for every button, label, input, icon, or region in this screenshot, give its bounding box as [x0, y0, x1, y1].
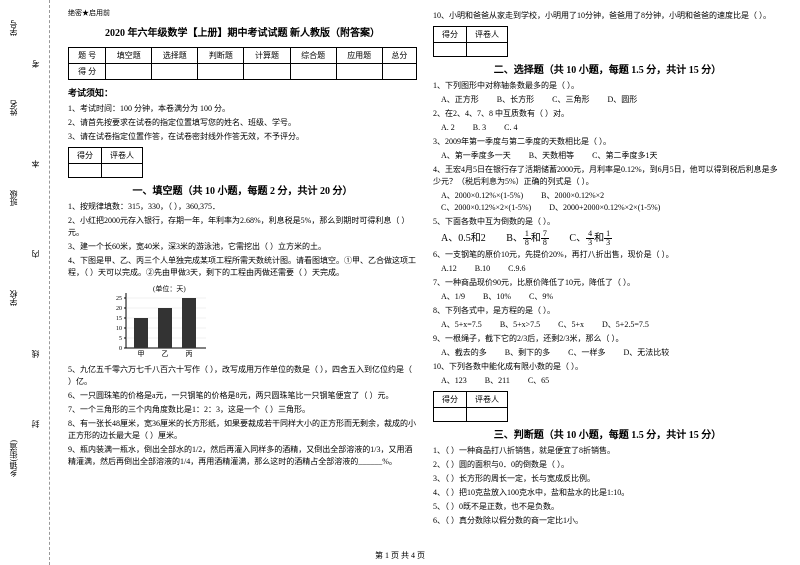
notice-item: 2、请首先按要求在试卷的指定位置填写您的姓名、班级、学号。: [68, 117, 417, 128]
s3q5: 5、（ ）0既不是正数，也不是负数。: [433, 501, 782, 513]
notice-item: 3、请在试卷指定位置作答，在试卷密封线外作答无效，不予评分。: [68, 131, 417, 142]
table-row: 题 号 填空题 选择题 判断题 计算题 综合题 应用题 总分: [69, 48, 417, 64]
grade-box: 得分评卷人: [68, 147, 143, 178]
s2q8-opts: A、5+x=7.5B、5+x>7.5C、5+xD、5+2.5=7.5: [433, 319, 782, 331]
section-3-title: 三、判断题（共 10 小题，每题 1.5 分，共计 15 分）: [433, 426, 782, 441]
page-footer: 第 1 页 共 4 页: [0, 550, 800, 561]
s2q3-opts: A、第一季度多一天B、天数相等C、第二季度多1天: [433, 150, 782, 162]
gb-score: 得分: [69, 147, 102, 163]
td: [244, 64, 290, 80]
s2q5: 5、下面各数中互为倒数的是（ ）。: [433, 216, 782, 228]
th: 题 号: [69, 48, 106, 64]
gutter-seal-1: 考: [30, 60, 41, 68]
svg-text:丙: 丙: [186, 350, 193, 358]
svg-text:10: 10: [116, 326, 122, 332]
notice-item: 1、考试时间：100 分钟，本卷满分为 100 分。: [68, 103, 417, 114]
s3q6: 6、（ ）真分数除以假分数的商一定比1小。: [433, 515, 782, 527]
th: 计算题: [244, 48, 290, 64]
chart-ylabel: (单位：天): [153, 284, 186, 293]
td: [382, 64, 416, 80]
td: [290, 64, 336, 80]
gutter-seal-5: 封: [30, 420, 41, 428]
q1: 1、按规律填数：315，330，（ ），360,375．: [68, 201, 417, 213]
notice-title: 考试须知：: [68, 86, 417, 99]
gutter-label-name: 姓名: [8, 100, 19, 116]
left-column: 绝密★启用前 2020 年六年级数学【上册】期中考试试题 新人教版（附答案） 题…: [60, 8, 425, 557]
exam-page: 学号 姓名 班级 学校 乡镇(街道) 考 本 内 线 封 绝密★启用前 2020…: [0, 0, 800, 565]
table-row: 得 分: [69, 64, 417, 80]
gb-grader: 评卷人: [102, 147, 143, 163]
right-column: 10、小明和爸爸从家走到学校，小明用了10分钟，爸爸用了8分钟，小明和爸爸的速度…: [425, 8, 790, 557]
svg-text:20: 20: [116, 306, 122, 312]
q8: 8、有一张长48厘米，宽36厘米的长方形纸，如果要裁成若干同样大小的正方形而无剩…: [68, 418, 417, 442]
gutter-label-school: 学校: [8, 290, 19, 306]
th: 应用题: [336, 48, 382, 64]
q5: 5、九亿五千零六万七千八百六十写作（ ），改写成用万作单位的数是（ ），四舍五入…: [68, 364, 417, 388]
s2q1: 1、下列图形中对称轴条数最多的是（ ）。: [433, 80, 782, 92]
binding-gutter: 学号 姓名 班级 学校 乡镇(街道) 考 本 内 线 封: [0, 0, 50, 565]
s2q6-opts: A.12B.10C.9.6: [433, 263, 782, 275]
th: 总分: [382, 48, 416, 64]
s2q9: 9、一根绳子，截下它的2/3后，还剩2/3米，那么（ ）。: [433, 333, 782, 345]
s3q2: 2、（ ）圆的面积与0．0的倒数是（ ）。: [433, 459, 782, 471]
content-area: 绝密★启用前 2020 年六年级数学【上册】期中考试试题 新人教版（附答案） 题…: [50, 0, 800, 565]
s2q7: 7、一种商品现价90元，比原价降低了10元，降低了（ ）。: [433, 277, 782, 289]
svg-text:5: 5: [119, 336, 122, 342]
s2q2-opts: A. 2B. 3C. 4: [433, 122, 782, 134]
td: [106, 64, 152, 80]
q6: 6、一只圆珠笔的价格是a元，一只钢笔的价格是8元，两只圆珠笔比一只钢笔便宜了（ …: [68, 390, 417, 402]
th: 判断题: [198, 48, 244, 64]
gutter-seal-2: 本: [30, 160, 41, 168]
s3q3: 3、（ ）长方形的周长一定，长与宽成反比例。: [433, 473, 782, 485]
s2q1-opts: A、正方形B、长方形C、三角形D、圆形: [433, 94, 782, 106]
s2q8: 8、下列各式中，是方程的是（ ）。: [433, 305, 782, 317]
q7: 7、一个三角形的三个内角度数比是1：2：3，这是一个（ ）三角形。: [68, 404, 417, 416]
s2q10-opts: A、123B、211C、65: [433, 375, 782, 387]
s2q6: 6、一支钢笔的原价10元，先提价20%，再打八折出售，现价是（ ）。: [433, 249, 782, 261]
q9: 9、瓶内装满一瓶水，倒出全部水的1/2，然后再灌入同样多的酒精，又倒出全部溶液的…: [68, 444, 417, 468]
bar-chart: (单位：天) 25 20 15 10 5 0 甲 乙 丙: [98, 283, 417, 360]
section-2-title: 二、选择题（共 10 小题，每题 1.5 分，共计 15 分）: [433, 61, 782, 76]
s2q7-opts: A、1/9B、10%C、9%: [433, 291, 782, 303]
s2q2: 2、在2、4、7、8 中互质数有（ ）对。: [433, 108, 782, 120]
s2q3: 3、2009年第一季度与第二季度的天数相比是（ ）。: [433, 136, 782, 148]
svg-text:甲: 甲: [138, 350, 145, 358]
s3q4: 4、（ ）把10克盐放入100克水中，盐和盐水的比是1:10。: [433, 487, 782, 499]
gutter-label-town: 乡镇(街道): [8, 440, 19, 477]
gutter-seal-3: 内: [30, 250, 41, 258]
q10: 10、小明和爸爸从家走到学校，小明用了10分钟，爸爸用了8分钟，小明和爸爸的速度…: [433, 10, 782, 22]
secret-label: 绝密★启用前: [68, 8, 417, 18]
svg-text:15: 15: [116, 316, 122, 322]
s3q1: 1、（ ）一种商品打八折销售，就是便宜了8折销售。: [433, 445, 782, 457]
grade-box: 得分评卷人: [433, 26, 508, 57]
td: 得 分: [69, 64, 106, 80]
gutter-seal-4: 线: [30, 350, 41, 358]
th: 选择题: [152, 48, 198, 64]
gutter-label-class: 班级: [8, 190, 19, 206]
td: [198, 64, 244, 80]
score-table: 题 号 填空题 选择题 判断题 计算题 综合题 应用题 总分 得 分: [68, 47, 417, 80]
svg-text:乙: 乙: [162, 350, 169, 358]
s2q9-opts: A、截去的多B、剩下的多C、一样多D、无法比较: [433, 347, 782, 359]
gutter-label-id: 学号: [8, 20, 19, 36]
th: 填空题: [106, 48, 152, 64]
exam-title: 2020 年六年级数学【上册】期中考试试题 新人教版（附答案）: [68, 24, 417, 39]
s2q4: 4、王宏4月5日在银行存了活期储蓄2000元，月利率是0.12%，到6月5日，他…: [433, 164, 782, 188]
th: 综合题: [290, 48, 336, 64]
td: [336, 64, 382, 80]
svg-text:0: 0: [119, 346, 122, 352]
s2q4-opts: A、2000×0.12%×(1-5%)B、2000×0.12%×2 C、2000…: [433, 190, 782, 214]
s2q5-opts: A、0.5和2 B、18和78 C、43和13: [433, 230, 782, 247]
q2: 2、小红把2000元存入银行，存期一年，年利率为2.68%，利息税是5%，那么到…: [68, 215, 417, 239]
s2q10: 10、下列各数中能化成有限小数的是（ ）。: [433, 361, 782, 373]
q4: 4、下图是甲、乙、丙三个人单独完成某项工程所需天数统计图。请看图填空。①甲、乙合…: [68, 255, 417, 279]
grade-box: 得分评卷人: [433, 391, 508, 422]
q3: 3、建一个长60米，宽40米，深3米的游泳池，它需挖出（ ）立方米的土。: [68, 241, 417, 253]
section-1-title: 一、填空题（共 10 小题，每题 2 分，共计 20 分）: [68, 182, 417, 197]
td: [152, 64, 198, 80]
svg-text:25: 25: [116, 296, 122, 302]
chart-svg: (单位：天) 25 20 15 10 5 0 甲 乙 丙: [98, 283, 228, 358]
